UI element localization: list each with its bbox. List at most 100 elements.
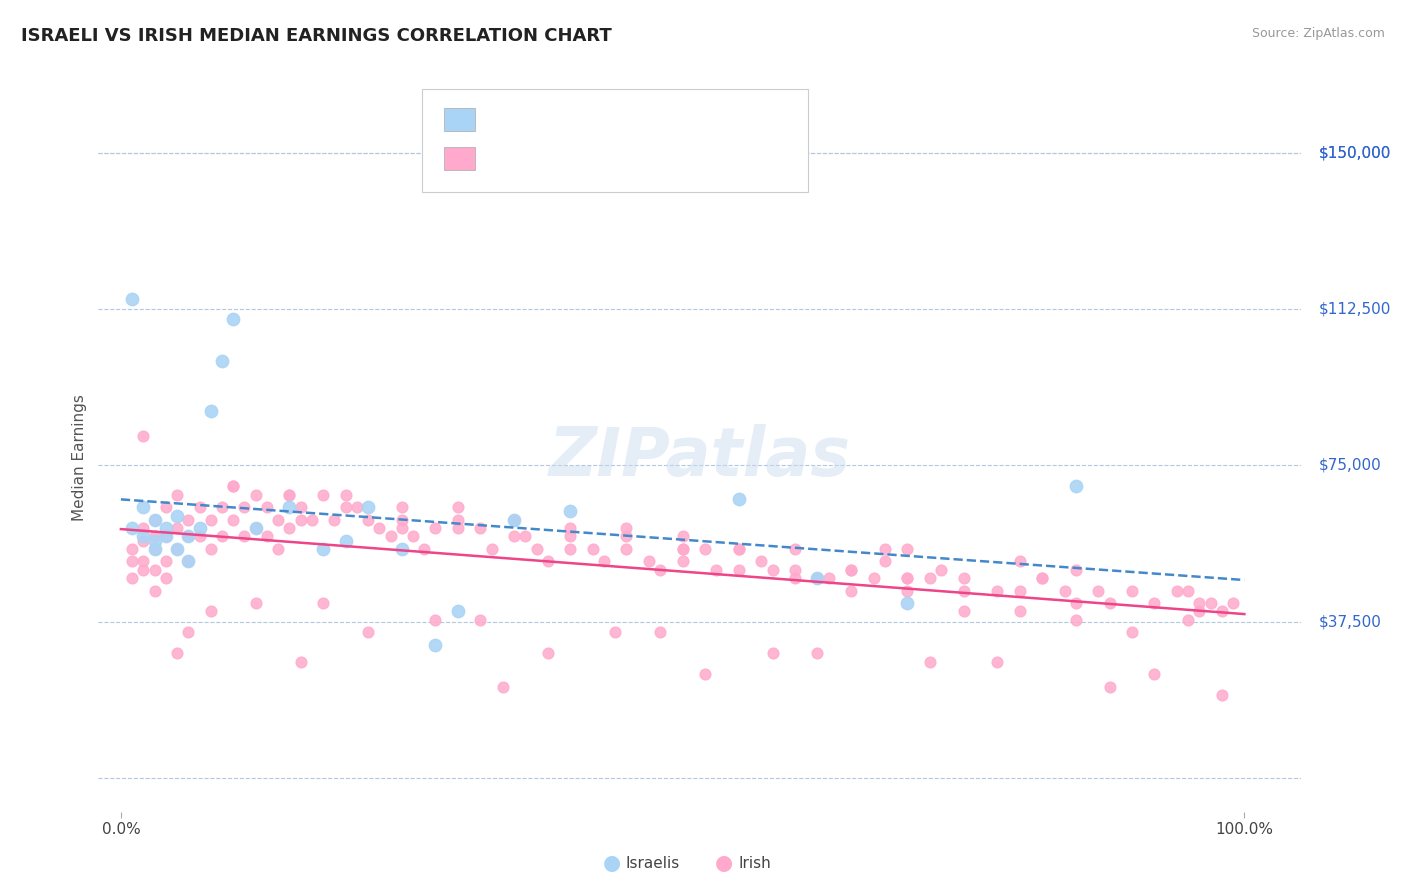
Point	[1166, 583, 1188, 598]
Point	[537, 554, 560, 568]
Point	[200, 605, 222, 619]
Text: R =: R =	[482, 151, 516, 165]
Point	[166, 541, 188, 556]
Point	[593, 554, 616, 568]
Point	[335, 500, 357, 515]
Point	[222, 479, 245, 493]
Point	[278, 488, 301, 502]
Point	[1008, 605, 1031, 619]
Point	[704, 563, 727, 577]
Point	[121, 541, 143, 556]
Point	[188, 500, 211, 515]
Point	[301, 513, 323, 527]
Point	[245, 488, 267, 502]
Point	[132, 500, 155, 515]
Point	[503, 529, 526, 543]
Point	[806, 571, 828, 585]
Point	[222, 479, 245, 493]
Point	[233, 500, 256, 515]
Point	[290, 513, 312, 527]
Point	[1121, 583, 1143, 598]
Point	[425, 638, 447, 652]
Point	[155, 529, 177, 543]
Point	[256, 500, 278, 515]
Text: $112,500: $112,500	[1319, 301, 1391, 317]
Point	[952, 571, 974, 585]
Point	[143, 533, 166, 548]
Point	[492, 680, 515, 694]
Point	[177, 554, 200, 568]
Point	[447, 513, 470, 527]
Point	[582, 541, 605, 556]
Point	[121, 292, 143, 306]
Point	[177, 529, 200, 543]
Point	[425, 613, 447, 627]
Text: $75,000: $75,000	[1319, 458, 1381, 473]
Point	[155, 554, 177, 568]
Point	[132, 554, 155, 568]
Point	[200, 541, 222, 556]
Point	[862, 571, 884, 585]
Text: ISRAELI VS IRISH MEDIAN EARNINGS CORRELATION CHART: ISRAELI VS IRISH MEDIAN EARNINGS CORRELA…	[21, 27, 612, 45]
Point	[121, 571, 143, 585]
Point	[357, 513, 380, 527]
Point	[470, 613, 492, 627]
Point	[650, 625, 672, 640]
Point	[783, 541, 806, 556]
Text: $150,000: $150,000	[1319, 145, 1391, 161]
Point	[1222, 596, 1244, 610]
Point	[1177, 583, 1199, 598]
Point	[503, 513, 526, 527]
Point	[132, 563, 155, 577]
Point	[380, 529, 402, 543]
Point	[177, 513, 200, 527]
Point	[357, 625, 380, 640]
Point	[155, 521, 177, 535]
Point	[1064, 563, 1087, 577]
Point	[425, 521, 447, 535]
Text: $37,500: $37,500	[1319, 615, 1382, 630]
Point	[672, 541, 695, 556]
Text: 154: 154	[612, 151, 641, 165]
Point	[650, 563, 672, 577]
Point	[605, 625, 627, 640]
Point	[166, 521, 188, 535]
Point	[143, 541, 166, 556]
Point	[188, 529, 211, 543]
Point	[211, 354, 233, 368]
Point	[346, 500, 368, 515]
Point	[952, 583, 974, 598]
Point	[1064, 596, 1087, 610]
Point	[896, 571, 918, 585]
Point	[616, 541, 638, 556]
Text: R =: R =	[482, 112, 516, 126]
Point	[783, 571, 806, 585]
Point	[1008, 554, 1031, 568]
Point	[413, 541, 436, 556]
Point	[560, 529, 582, 543]
Point	[1087, 583, 1109, 598]
Point	[693, 541, 716, 556]
Point	[143, 529, 166, 543]
Point	[839, 583, 862, 598]
Text: $150,000: $150,000	[1319, 145, 1391, 161]
Point	[503, 513, 526, 527]
Point	[245, 521, 267, 535]
Point	[132, 533, 155, 548]
Point	[1064, 479, 1087, 493]
Point	[638, 554, 661, 568]
Point	[986, 583, 1008, 598]
Point	[143, 541, 166, 556]
Point	[1064, 613, 1087, 627]
Point	[727, 563, 749, 577]
Point	[391, 541, 413, 556]
Point	[312, 541, 335, 556]
Point	[391, 500, 413, 515]
Point	[368, 521, 391, 535]
Point	[1211, 688, 1233, 702]
Point	[143, 513, 166, 527]
Text: N =: N =	[569, 151, 603, 165]
Point	[481, 541, 503, 556]
Point	[896, 596, 918, 610]
Text: -0.260: -0.260	[524, 151, 574, 165]
